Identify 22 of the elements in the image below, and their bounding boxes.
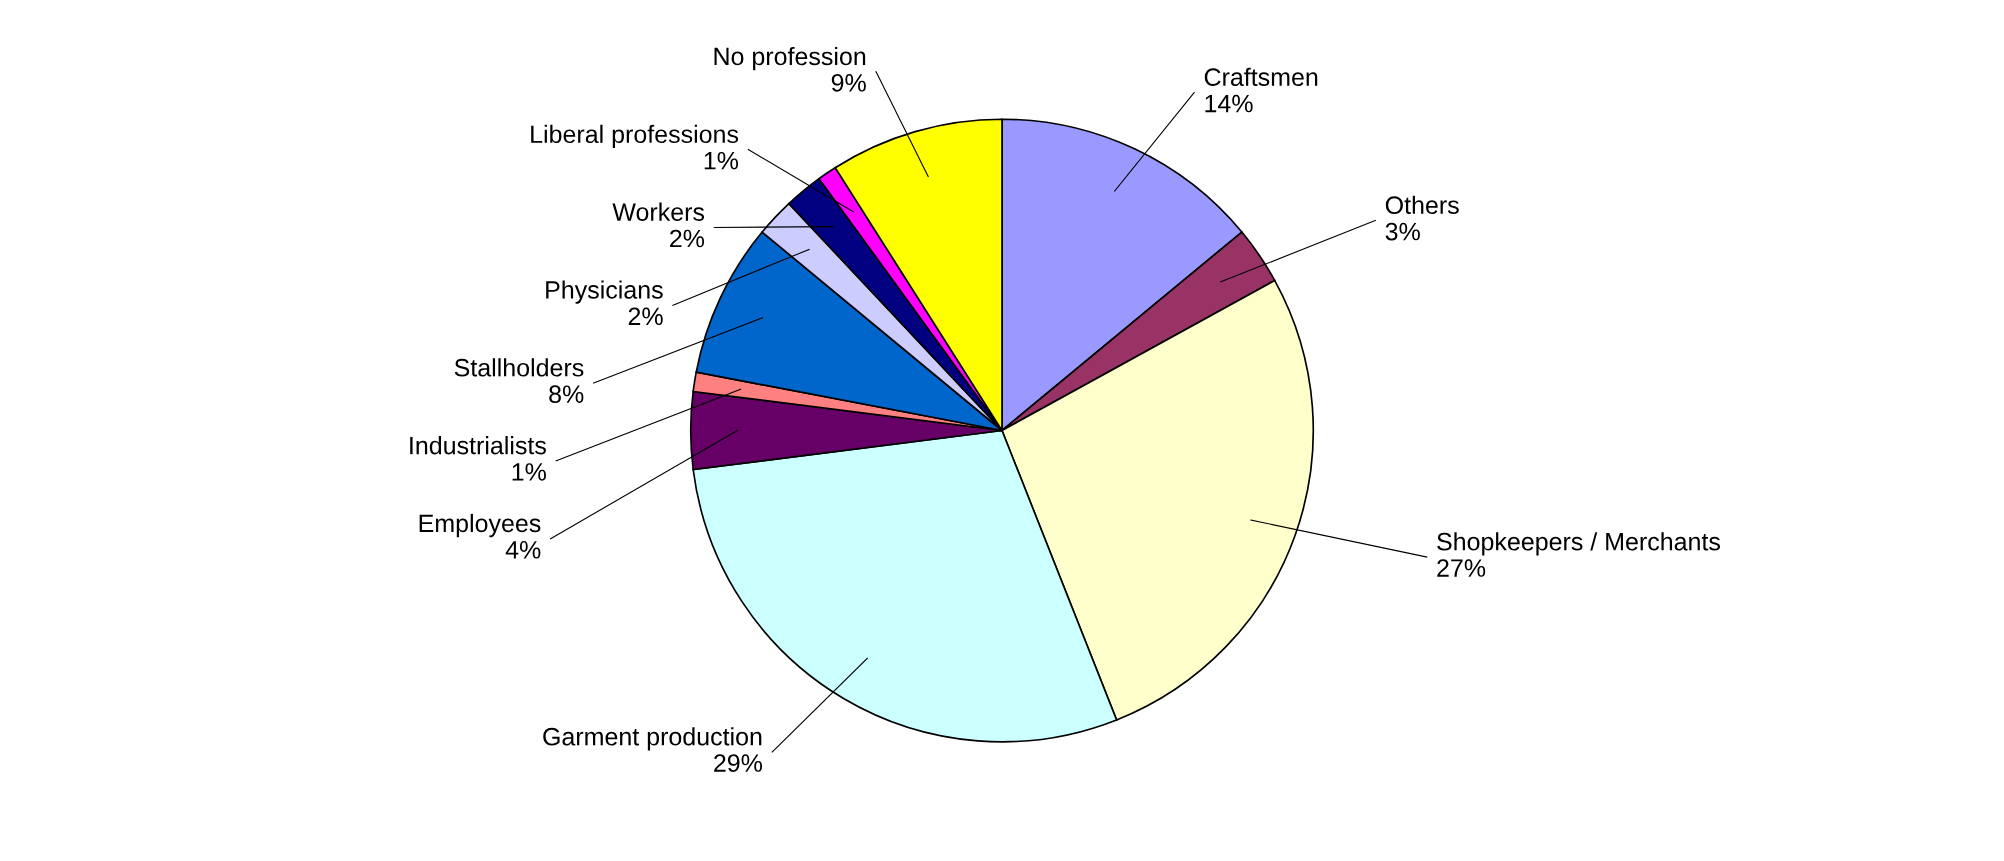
data-label: 29%: [714, 754, 763, 772]
data-label: 2%: [628, 307, 663, 326]
slice-label: Physicians: [546, 280, 663, 304]
data-label: 1%: [512, 463, 546, 481]
data-label: 9%: [831, 74, 866, 92]
data-label: 8%: [549, 385, 584, 403]
slice-label: Industrialists: [410, 436, 546, 455]
slice-label: Others: [1385, 195, 1459, 215]
data-label: 14%: [1205, 94, 1253, 113]
data-label: 4%: [505, 541, 541, 559]
slice-label: Stallholders: [454, 358, 584, 377]
slice-label: Craftsmen: [1204, 67, 1318, 87]
slice-label: Workers: [612, 202, 705, 221]
slice-label: Garment production: [543, 727, 762, 751]
slice-label: Liberal professions: [531, 124, 739, 149]
data-label: 3%: [1385, 222, 1420, 241]
slice-label: Shopkeepers / Merchants: [1437, 532, 1720, 556]
data-label: 27%: [1437, 559, 1486, 577]
slice-label: No profession: [714, 46, 866, 71]
data-label: 1%: [704, 151, 739, 170]
data-label: 2%: [670, 229, 705, 248]
slice-label: Employees: [419, 513, 541, 538]
